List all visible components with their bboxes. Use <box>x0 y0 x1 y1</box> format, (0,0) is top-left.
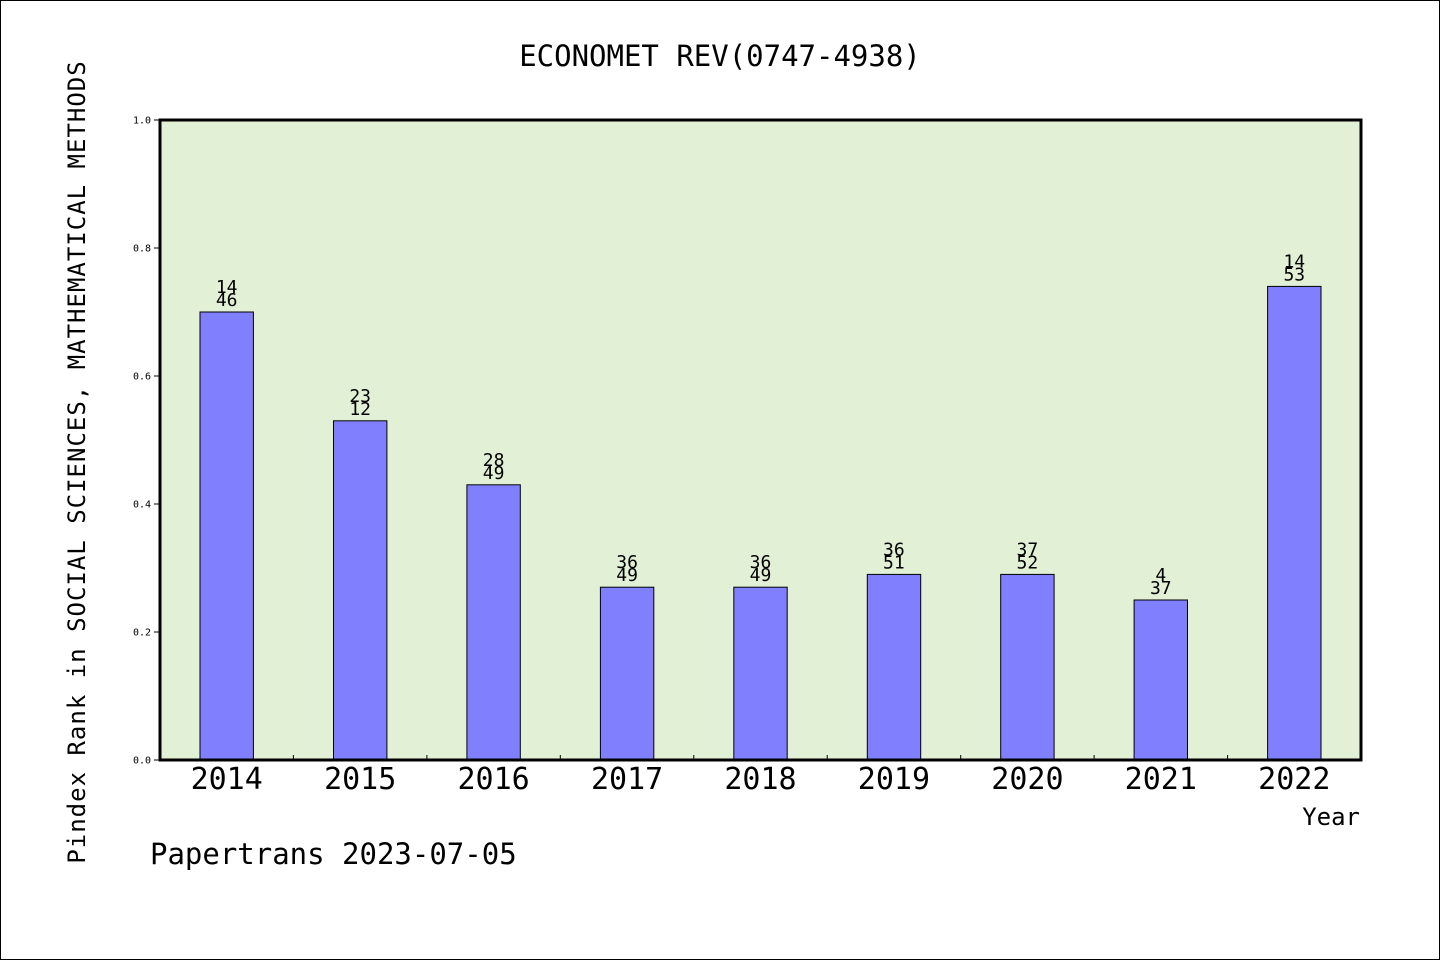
bar-label-2018-rank: 36 <box>750 552 772 573</box>
bar-label-2014-total: 46 <box>216 290 238 311</box>
bar-label-2021-total: 37 <box>1150 578 1172 599</box>
x-tick-label-2015: 2015 <box>324 762 396 797</box>
y-tick-label-0.6: 0.6 <box>133 372 151 383</box>
x-tick-label-2018: 2018 <box>724 762 796 797</box>
x-tick-label-2016: 2016 <box>457 762 529 797</box>
y-tick-label-0.0: 0.0 <box>133 756 151 767</box>
bar-label-2015-total: 12 <box>349 399 371 420</box>
bar-label-2022-total: 53 <box>1283 264 1305 285</box>
bar-2017 <box>599 586 655 761</box>
bar-label-2019-total: 51 <box>883 552 905 573</box>
bar-2022 <box>1267 285 1322 761</box>
bar-2016 <box>466 484 521 761</box>
bar-label-2020-rank: 37 <box>1017 539 1039 560</box>
x-tick-label-2022: 2022 <box>1258 762 1330 797</box>
y-ticks-group: 0.0 0.2 0.4 0.6 0.8 1.0 <box>133 116 160 767</box>
bar-2021 <box>1133 599 1188 761</box>
bar-label-2020-total: 52 <box>1017 552 1039 573</box>
bar-label-2018-total: 49 <box>750 565 772 586</box>
y-tick-label-0.2: 0.2 <box>133 628 151 639</box>
y-tick-label-0.8: 0.8 <box>133 244 151 255</box>
bar-label-2022-rank: 14 <box>1283 251 1305 272</box>
x-tick-label-2014: 2014 <box>191 762 263 797</box>
footer-text: Papertrans 2023-07-05 <box>150 837 517 871</box>
bar-label-2019-rank: 36 <box>883 539 905 560</box>
plot-border <box>158 118 1363 762</box>
bars-group <box>199 285 1322 761</box>
bar-label-2016-total: 49 <box>483 463 505 484</box>
bar-label-2017-rank: 36 <box>616 552 638 573</box>
chart-title: ECONOMET REV(0747-4938) <box>519 39 921 73</box>
bar-label-2015-rank: 23 <box>349 386 371 407</box>
bar-2015 <box>333 420 388 761</box>
bar-2020 <box>1000 573 1055 761</box>
bar-label-2016-rank: 28 <box>483 450 505 471</box>
x-tick-label-2021: 2021 <box>1125 762 1197 797</box>
x-axis-label: Year <box>1302 803 1360 831</box>
bar-label-2014-rank: 14 <box>216 277 238 298</box>
x-tick-label-2017: 2017 <box>591 762 663 797</box>
x-tick-label-2019: 2019 <box>858 762 930 797</box>
x-tick-label-2020: 2020 <box>991 762 1063 797</box>
bar-label-2021-rank: 4 <box>1155 565 1166 586</box>
y-axis-label: Pindex Rank in SOCIAL SCIENCES, MATHEMAT… <box>63 60 91 863</box>
y-tick-label-1.0: 1.0 <box>133 116 151 127</box>
bar-2018 <box>733 586 788 761</box>
bar-2019 <box>866 573 922 761</box>
x-ticks-group: 2014 2015 2016 2017 2018 2019 2020 2021 2022 <box>191 755 1330 797</box>
bar-label-2017-total: 49 <box>616 565 638 586</box>
bar-2014 <box>199 311 254 761</box>
y-tick-label-0.4: 0.4 <box>133 500 151 511</box>
